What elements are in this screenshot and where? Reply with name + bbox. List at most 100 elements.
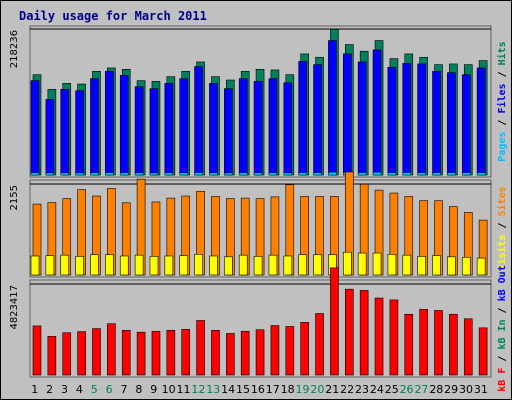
day-label-20: 20	[310, 383, 324, 396]
bar-pages-24	[372, 172, 382, 176]
legend-text: kB F / kB In / kB Out	[497, 265, 508, 391]
bar-visits-20	[313, 254, 322, 276]
bar-kbf-4	[77, 331, 86, 376]
bar-visits-29	[447, 256, 456, 276]
bar-visits-12	[194, 254, 203, 276]
bar-kbf-17	[270, 325, 280, 376]
bar-visits-30	[461, 256, 471, 276]
bar-visits-14	[224, 256, 233, 276]
bar-kbf-11	[181, 329, 191, 376]
day-label-1: 1	[31, 383, 38, 396]
bar-visits-6	[105, 254, 114, 276]
day-label-4: 4	[76, 383, 83, 396]
bar-files-25	[387, 66, 397, 176]
bar-visits-3	[60, 254, 70, 276]
bar-pages-11	[179, 172, 188, 176]
bar-visits-26	[402, 254, 412, 276]
bar-kbf-21	[330, 267, 339, 376]
legend-pages: Pages	[497, 132, 508, 162]
bar-pages-18	[283, 172, 293, 176]
bar-kbf-22	[344, 288, 354, 376]
legend-separator: /	[497, 301, 508, 319]
bar-files-26	[402, 62, 412, 176]
day-label-7: 7	[121, 383, 128, 396]
bar-pages-23	[357, 172, 367, 176]
day-label-11: 11	[177, 383, 191, 396]
day-label-26: 26	[400, 383, 414, 396]
legend-text: Visits / Sites	[496, 186, 508, 270]
legend-separator: /	[497, 114, 508, 132]
day-label-31: 31	[474, 383, 488, 396]
bar-pages-4	[75, 172, 84, 176]
day-label-8: 8	[135, 383, 142, 396]
day-label-13: 13	[206, 383, 220, 396]
panels-layer: 218236 Pages / Files / Hits 2155 Visits / S…	[9, 25, 508, 392]
bar-pages-30	[462, 172, 471, 176]
bar-kbf-1	[32, 325, 42, 376]
day-label-25: 25	[385, 383, 399, 396]
bar-visits-13	[209, 255, 218, 276]
bar-files-1	[30, 80, 40, 176]
bar-pages-1	[30, 172, 40, 176]
legend-kb-f: kB F	[497, 368, 508, 392]
bar-visits-10	[164, 255, 174, 276]
bar-kbf-9	[151, 331, 161, 376]
panel-hits-files-pages: 218236 Pages / Files / Hits	[9, 25, 508, 178]
panel-kbf-kbin-kbout: 4823417 kB F / kB In / kB Out	[9, 265, 508, 391]
bar-pages-5	[90, 172, 99, 176]
legend-hits: Hits	[496, 41, 508, 65]
bar-files-19	[298, 60, 307, 176]
bar-files-16	[253, 81, 263, 176]
bar-pages-31	[476, 172, 486, 176]
bar-files-17	[268, 78, 278, 176]
day-label-16: 16	[251, 383, 265, 396]
bar-visits-23	[357, 252, 367, 276]
bar-kbf-10	[166, 329, 176, 376]
bar-kbf-20	[315, 313, 324, 376]
bar-pages-15	[238, 172, 248, 176]
bar-files-3	[60, 89, 70, 176]
day-label-30: 30	[459, 383, 473, 396]
bar-pages-29	[447, 172, 456, 176]
bar-files-8	[134, 86, 144, 176]
right-legend: kB F / kB In / kB Out	[497, 265, 508, 391]
day-label-5: 5	[91, 383, 98, 396]
bar-pages-13	[209, 172, 218, 176]
day-label-12: 12	[191, 383, 205, 396]
bar-kbf-24	[374, 297, 384, 376]
bar-visits-8	[134, 254, 144, 276]
bar-visits-1	[30, 255, 40, 276]
bar-files-31	[476, 67, 486, 176]
bar-files-23	[357, 61, 367, 176]
bar-kbf-28	[434, 310, 443, 376]
right-legend: Visits / Sites	[496, 186, 508, 270]
day-label-29: 29	[444, 383, 458, 396]
bar-files-14	[224, 88, 233, 176]
legend-text: Pages / Files / Hits	[496, 41, 508, 161]
bar-kbf-30	[463, 318, 473, 376]
legend-separator: /	[497, 65, 508, 83]
day-label-3: 3	[61, 383, 68, 396]
bar-visits-11	[179, 255, 189, 276]
bar-kbf-25	[389, 299, 399, 376]
bar-files-20	[313, 64, 322, 176]
bar-kbf-3	[62, 332, 72, 376]
bar-pages-20	[313, 172, 322, 176]
bar-kbf-26	[404, 313, 414, 376]
legend-separator: /	[497, 216, 508, 234]
bar-visits-2	[45, 255, 55, 276]
bar-files-13	[209, 83, 218, 176]
bar-files-22	[342, 53, 352, 176]
bar-kbf-18	[285, 326, 295, 376]
y-max-label: 218236	[9, 30, 20, 68]
bar-pages-16	[253, 172, 263, 176]
bar-files-30	[461, 74, 471, 176]
bar-visits-31	[476, 257, 486, 276]
bar-visits-9	[149, 256, 159, 276]
bar-pages-21	[328, 172, 337, 176]
legend-kb-in: kB In	[497, 319, 508, 349]
bar-visits-28	[432, 255, 441, 276]
y-max-label: 2155	[9, 185, 20, 210]
